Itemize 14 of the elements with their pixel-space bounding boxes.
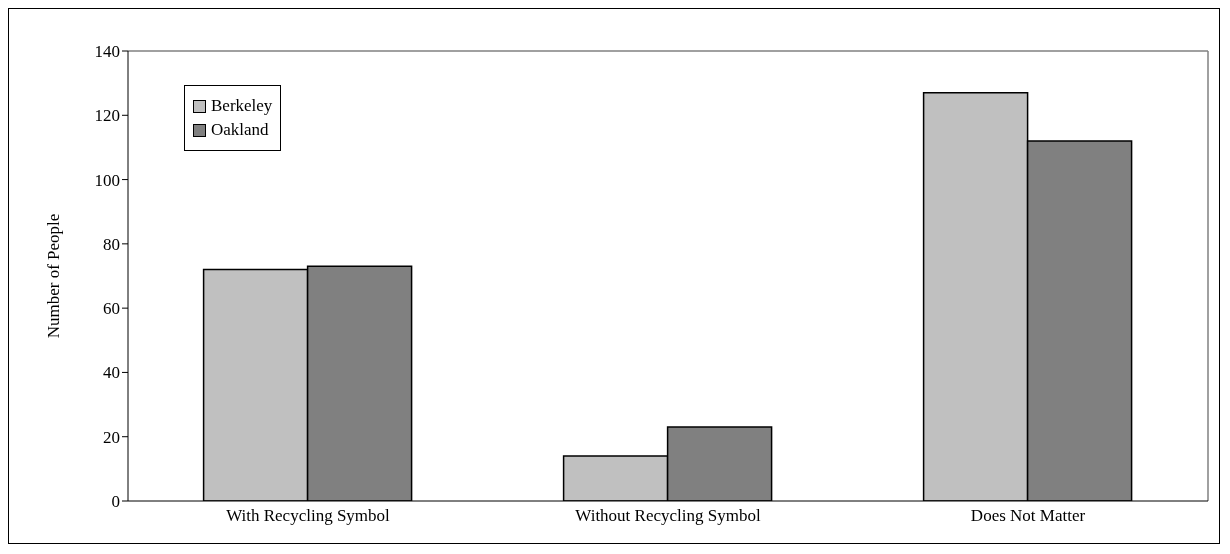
y-tick-label: 100 <box>94 170 120 190</box>
y-tick-label: 60 <box>103 299 120 319</box>
y-tick-label: 40 <box>103 363 120 383</box>
y-axis-title: Number of People <box>44 213 64 339</box>
legend-label: Oakland <box>211 120 269 140</box>
legend-label: Berkeley <box>211 96 273 116</box>
x-tick-label: With Recycling Symbol <box>226 506 391 526</box>
y-tick-label: 20 <box>103 427 120 447</box>
x-tick-label: Without Recycling Symbol <box>575 506 761 526</box>
y-tick-label: 0 <box>111 492 120 512</box>
x-tick-label: Does Not Matter <box>970 506 1086 526</box>
y-tick-label: 80 <box>103 234 120 254</box>
y-tick-label: 140 <box>94 42 120 62</box>
y-tick-label: 120 <box>94 106 120 126</box>
